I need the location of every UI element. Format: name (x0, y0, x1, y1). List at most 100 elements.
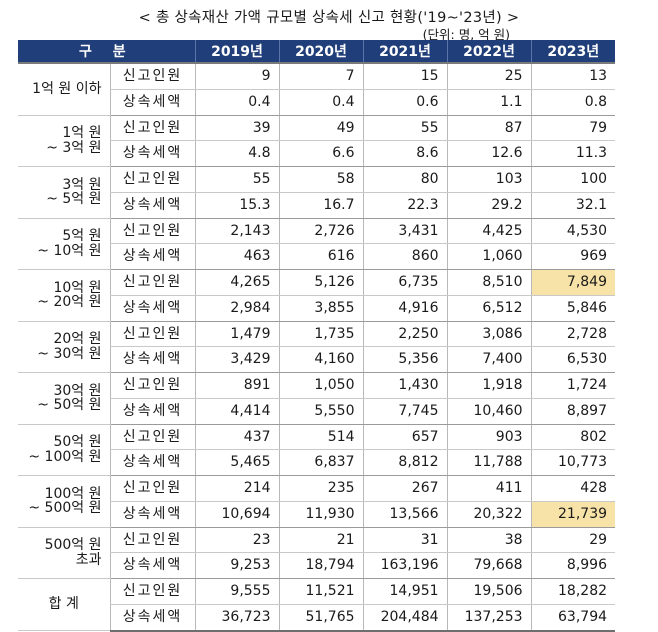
value-cell: 1,050 (278, 372, 364, 399)
value-cell: 58 (278, 166, 364, 193)
value-cell: 18,794 (278, 552, 364, 579)
value-cell: 79,668 (446, 552, 532, 579)
value-cell: 1,735 (278, 321, 364, 348)
row-type-label: 상속세액 (109, 192, 196, 219)
value-cell: 6.6 (278, 140, 364, 167)
value-cell: 0.4 (194, 89, 280, 116)
value-cell: 2,728 (530, 321, 616, 348)
row-type-label: 상속세액 (109, 295, 196, 322)
value-cell: 29.2 (446, 192, 532, 219)
header-year-2023: 2023년 (530, 40, 616, 64)
table-row: 30억 원 ~ 50억 원 신고인원 891 1,050 1,430 1,918 1,724 (18, 372, 616, 425)
group-label: 500억 원 초과 (18, 527, 110, 579)
group-label-line1: 50억 원 (53, 434, 102, 451)
table-row: 상속세액 15.3 16.7 22.3 29.2 32.1 (18, 192, 616, 219)
value-cell: 5,465 (194, 449, 280, 476)
row-type-label: 상속세액 (109, 243, 196, 270)
group-label-line2: ~ 50억 원 (37, 397, 102, 414)
value-cell: 463 (194, 243, 280, 270)
group-label-line1: 1억 원 (62, 125, 102, 142)
table-row: 상속세액 3,429 4,160 5,356 7,400 6,530 (18, 346, 616, 373)
group-label-line2: ~ 100억 원 (28, 448, 102, 465)
table-row: 상속세액 4.8 6.6 8.6 12.6 11.3 (18, 140, 616, 167)
row-type-label: 신고인원 (109, 578, 196, 605)
value-cell: 87 (446, 115, 532, 142)
row-type-label: 신고인원 (109, 63, 196, 90)
value-cell: 2,143 (194, 218, 280, 245)
value-cell: 15.3 (194, 192, 280, 219)
group-label: 1억 원 ~ 3억 원 (18, 115, 110, 167)
group-label-line2: ~ 30억 원 (37, 345, 102, 362)
value-cell: 55 (194, 166, 280, 193)
value-cell: 1.1 (446, 89, 532, 116)
value-cell: 969 (530, 243, 616, 270)
value-cell: 39 (194, 115, 280, 142)
value-cell: 4,916 (362, 295, 448, 322)
value-cell: 103 (446, 166, 532, 193)
header-year-2022: 2022년 (446, 40, 532, 64)
group-label: 30억 원 ~ 50억 원 (18, 372, 110, 425)
value-cell: 7,849 (530, 269, 616, 296)
value-cell: 9,555 (194, 578, 280, 605)
value-cell: 1,724 (530, 372, 616, 399)
row-type-label: 신고인원 (109, 475, 196, 502)
row-type-label: 상속세액 (109, 89, 196, 116)
group-label-line2: 초과 (75, 551, 102, 568)
row-type-label: 신고인원 (109, 218, 196, 245)
row-type-label: 신고인원 (109, 372, 196, 399)
group-label: 1억 원 이하 (18, 63, 110, 116)
value-cell: 5,846 (530, 295, 616, 322)
value-cell: 657 (362, 424, 448, 451)
value-cell: 1,479 (194, 321, 280, 348)
group-label: 20억 원 ~ 30억 원 (18, 321, 110, 373)
table-body: 1억 원 이하 신고인원 9 7 15 25 13 상속세액 0.4 0.4 0.6 1.1 0.8 1억… (18, 63, 616, 632)
value-cell: 25 (446, 63, 532, 90)
value-cell: 7,745 (362, 398, 448, 425)
group-label-line2: ~ 3억 원 (46, 139, 102, 156)
value-cell: 3,086 (446, 321, 532, 348)
header-year-2019: 2019년 (194, 40, 280, 64)
value-cell: 411 (446, 475, 532, 502)
value-cell: 802 (530, 424, 616, 451)
value-cell: 235 (278, 475, 364, 502)
row-type-label: 신고인원 (109, 527, 196, 554)
table-row: 상속세액 0.4 0.4 0.6 1.1 0.8 (18, 89, 616, 116)
value-cell: 63,794 (530, 604, 616, 632)
value-cell: 6,837 (278, 449, 364, 476)
table-row: 상속세액 4,414 5,550 7,745 10,460 8,897 (18, 398, 616, 425)
value-cell: 1,430 (362, 372, 448, 399)
group-label-line2: ~ 500억 원 (28, 500, 102, 517)
value-cell: 11,930 (278, 501, 364, 528)
group-label: 10억 원 ~ 20억 원 (18, 269, 110, 322)
table-row: 500억 원 초과 신고인원 23 21 31 38 29 (18, 527, 616, 579)
table-row: 1억 원 ~ 3억 원 신고인원 39 49 55 87 79 (18, 115, 616, 167)
value-cell: 13 (530, 63, 616, 90)
row-type-label: 상속세액 (109, 140, 196, 167)
table-row: 20억 원 ~ 30억 원 신고인원 1,479 1,735 2,250 3,086 2,72… (18, 321, 616, 373)
value-cell: 137,253 (446, 604, 532, 632)
value-cell: 214 (194, 475, 280, 502)
group-label-line1: 합 계 (48, 596, 79, 613)
group-label-line2: ~ 10억 원 (37, 242, 102, 259)
value-cell: 2,250 (362, 321, 448, 348)
value-cell: 11,788 (446, 449, 532, 476)
value-cell: 0.8 (530, 89, 616, 116)
value-cell: 5,550 (278, 398, 364, 425)
value-cell: 4,265 (194, 269, 280, 296)
value-cell: 1,060 (446, 243, 532, 270)
group-label-line2: ~ 20억 원 (37, 294, 102, 311)
group-label-line1: 30억 원 (53, 382, 102, 399)
table-row: 1억 원 이하 신고인원 9 7 15 25 13 (18, 63, 616, 116)
header-year-2021: 2021년 (362, 40, 448, 64)
row-type-label: 상속세액 (109, 449, 196, 476)
value-cell: 11,521 (278, 578, 364, 605)
value-cell: 10,694 (194, 501, 280, 528)
row-type-label: 신고인원 (109, 269, 196, 296)
value-cell: 49 (278, 115, 364, 142)
value-cell: 11.3 (530, 140, 616, 167)
value-cell: 8.6 (362, 140, 448, 167)
value-cell: 0.6 (362, 89, 448, 116)
value-cell: 3,431 (362, 218, 448, 245)
value-cell: 20,322 (446, 501, 532, 528)
value-cell: 8,996 (530, 552, 616, 579)
